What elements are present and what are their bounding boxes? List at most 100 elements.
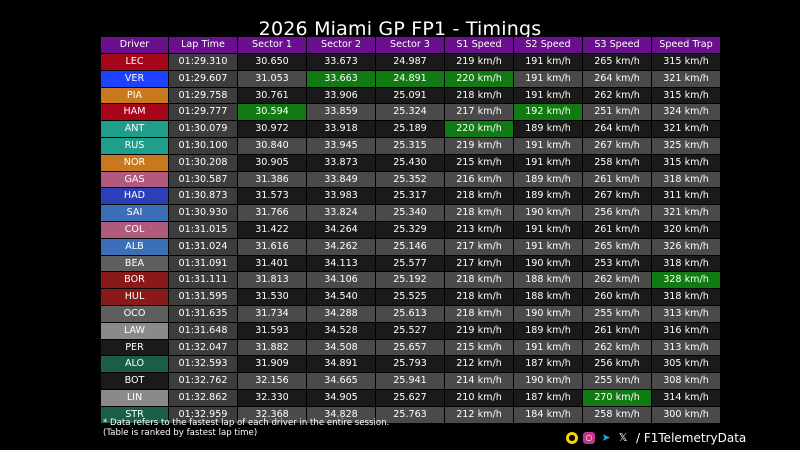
driver-cell: NOR: [101, 154, 168, 171]
driver-cell: STR: [101, 406, 168, 423]
speed-trap-cell: 318 km/h: [652, 255, 720, 272]
s1-speed-cell: 212 km/h: [445, 356, 513, 373]
sector-3-cell: 25.146: [376, 238, 444, 255]
driver-cell: RUS: [101, 137, 168, 154]
s3-speed-cell: 267 km/h: [583, 188, 651, 205]
table-body: LEC 01:29.310 30.650 33.673 24.987 219 km/h 19…: [101, 54, 720, 423]
driver-cell: ALO: [101, 356, 168, 373]
lap-time-cell: 01:32.959: [169, 406, 237, 423]
table-row: ALB 01:31.024 31.616 34.262 25.146 217 km/h 19…: [101, 238, 720, 255]
speed-trap-cell: 315 km/h: [652, 54, 720, 70]
driver-cell: BEA: [101, 255, 168, 272]
col-header-s2-speed: S2 Speed: [514, 37, 582, 53]
s1-speed-cell: 220 km/h: [445, 70, 513, 87]
sector-2-cell: 34.508: [307, 339, 375, 356]
social-links: ● ○ ➤ 𝕏 / F1TelemetryData: [566, 431, 746, 445]
sector-3-cell: 25.317: [376, 188, 444, 205]
speed-trap-cell: 318 km/h: [652, 289, 720, 305]
sector-2-cell: 34.528: [307, 322, 375, 339]
s2-speed-cell: 191 km/h: [514, 70, 582, 87]
s1-speed-cell: 218 km/h: [445, 87, 513, 104]
sector-2-cell: 34.113: [307, 255, 375, 272]
sector-3-cell: 24.891: [376, 70, 444, 87]
sector-1-cell: 30.761: [238, 87, 306, 104]
s2-speed-cell: 184 km/h: [514, 406, 582, 423]
driver-cell: HAD: [101, 188, 168, 205]
driver-cell: BOT: [101, 373, 168, 389]
s1-speed-cell: 218 km/h: [445, 188, 513, 205]
lap-time-cell: 01:30.873: [169, 188, 237, 205]
s2-speed-cell: 189 km/h: [514, 171, 582, 188]
sector-3-cell: 25.613: [376, 305, 444, 322]
x-icon[interactable]: 𝕏: [618, 431, 628, 444]
sector-1-cell: 31.573: [238, 188, 306, 205]
table-row: STR 01:32.959 32.368 34.828 25.763 212 km/h 18…: [101, 406, 720, 423]
table-row: BEA 01:31.091 31.401 34.113 25.577 217 km/h 19…: [101, 255, 720, 272]
s3-speed-cell: 261 km/h: [583, 171, 651, 188]
s3-speed-cell: 265 km/h: [583, 238, 651, 255]
table-row: GAS 01:30.587 31.386 33.849 25.352 216 km/h 18…: [101, 171, 720, 188]
sector-2-cell: 34.891: [307, 356, 375, 373]
s1-speed-cell: 217 km/h: [445, 104, 513, 121]
s3-speed-cell: 262 km/h: [583, 87, 651, 104]
lap-time-cell: 01:30.100: [169, 137, 237, 154]
col-header-sector-1: Sector 1: [238, 37, 306, 53]
speed-trap-cell: 318 km/h: [652, 171, 720, 188]
sector-2-cell: 34.106: [307, 272, 375, 289]
s1-speed-cell: 210 km/h: [445, 389, 513, 406]
col-header-s3-speed: S3 Speed: [583, 37, 651, 53]
s3-speed-cell: 253 km/h: [583, 255, 651, 272]
sector-1-cell: 31.734: [238, 305, 306, 322]
table-row: LEC 01:29.310 30.650 33.673 24.987 219 km/h 19…: [101, 54, 720, 70]
s3-speed-cell: 262 km/h: [583, 339, 651, 356]
s2-speed-cell: 191 km/h: [514, 339, 582, 356]
s2-speed-cell: 191 km/h: [514, 154, 582, 171]
sector-3-cell: 25.763: [376, 406, 444, 423]
speed-trap-cell: 320 km/h: [652, 221, 720, 238]
social-handle[interactable]: / F1TelemetryData: [636, 431, 747, 445]
telegram-icon[interactable]: ➤: [601, 431, 611, 444]
sector-1-cell: 31.422: [238, 221, 306, 238]
sector-3-cell: 25.525: [376, 289, 444, 305]
sector-2-cell: 33.873: [307, 154, 375, 171]
sector-1-cell: 30.840: [238, 137, 306, 154]
table-row: HAD 01:30.873 31.573 33.983 25.317 218 km/h 18…: [101, 188, 720, 205]
table-row: LAW 01:31.648 31.593 34.528 25.527 219 km/h 18…: [101, 322, 720, 339]
sector-1-cell: 31.386: [238, 171, 306, 188]
sector-3-cell: 25.627: [376, 389, 444, 406]
lap-time-cell: 01:31.635: [169, 305, 237, 322]
col-header-speed-trap: Speed Trap: [652, 37, 720, 53]
speed-trap-cell: 314 km/h: [652, 389, 720, 406]
sector-2-cell: 33.849: [307, 171, 375, 188]
s3-speed-cell: 255 km/h: [583, 373, 651, 389]
speed-trap-cell: 328 km/h: [652, 272, 720, 289]
sector-1-cell: 31.053: [238, 70, 306, 87]
s2-speed-cell: 187 km/h: [514, 389, 582, 406]
table-row: NOR 01:30.208 30.905 33.873 25.430 215 km/h 19…: [101, 154, 720, 171]
driver-cell: BOR: [101, 272, 168, 289]
instagram-icon[interactable]: ○: [583, 432, 595, 444]
s1-speed-cell: 212 km/h: [445, 406, 513, 423]
table-row: RUS 01:30.100 30.840 33.945 25.315 219 km/h 19…: [101, 137, 720, 154]
s1-speed-cell: 215 km/h: [445, 339, 513, 356]
s2-speed-cell: 190 km/h: [514, 255, 582, 272]
table-row: BOR 01:31.111 31.813 34.106 25.192 218 km/h 18…: [101, 272, 720, 289]
lap-time-cell: 01:29.758: [169, 87, 237, 104]
sector-2-cell: 33.945: [307, 137, 375, 154]
s1-speed-cell: 217 km/h: [445, 255, 513, 272]
lap-time-cell: 01:31.595: [169, 289, 237, 305]
lap-time-cell: 01:32.862: [169, 389, 237, 406]
sector-1-cell: 30.650: [238, 54, 306, 70]
s3-speed-cell: 256 km/h: [583, 356, 651, 373]
s3-speed-cell: 262 km/h: [583, 272, 651, 289]
s3-speed-cell: 258 km/h: [583, 154, 651, 171]
sector-1-cell: 32.156: [238, 373, 306, 389]
s2-speed-cell: 190 km/h: [514, 305, 582, 322]
lap-time-cell: 01:30.079: [169, 121, 237, 137]
snapchat-icon[interactable]: ●: [566, 432, 578, 444]
driver-cell: LEC: [101, 54, 168, 70]
sector-2-cell: 34.540: [307, 289, 375, 305]
footnote-line-1: * Data refers to the fastest lap of each…: [103, 418, 390, 428]
table-row: ANT 01:30.079 30.972 33.918 25.189 220 km/h 18…: [101, 121, 720, 137]
driver-cell: HAM: [101, 104, 168, 121]
